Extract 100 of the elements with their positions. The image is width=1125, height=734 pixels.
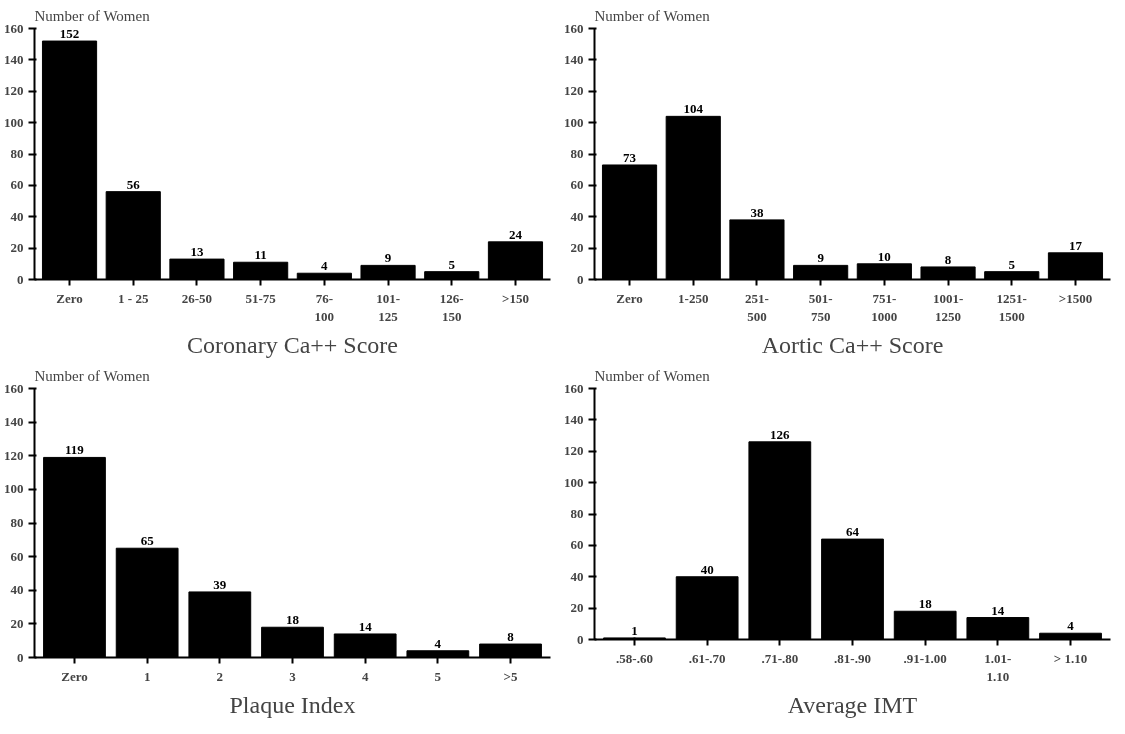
x-tick-label: 126- 150 bbox=[439, 290, 464, 324]
x-tick-label: .58-.60 bbox=[616, 650, 653, 666]
y-tick-label: 140 bbox=[564, 411, 584, 427]
data-label: 11 bbox=[254, 247, 267, 263]
y-tick-label: 60 bbox=[10, 548, 24, 564]
y-tick-label: 20 bbox=[570, 600, 584, 616]
data-label: 14 bbox=[991, 602, 1005, 618]
x-tick-label: >5 bbox=[503, 668, 518, 684]
x-tick-label: >150 bbox=[502, 290, 529, 306]
data-label: 24 bbox=[508, 226, 523, 242]
data-label: 14 bbox=[358, 618, 373, 634]
y-tick-label: 40 bbox=[570, 568, 584, 584]
x-tick-label: 251- 500 bbox=[745, 290, 769, 324]
x-tick-label: 101- 125 bbox=[376, 290, 400, 324]
data-label: 8 bbox=[507, 629, 515, 645]
x-tick-label: 4 bbox=[361, 668, 369, 684]
x-tick-label: Zero bbox=[61, 668, 88, 684]
data-label: 4 bbox=[1067, 618, 1075, 634]
data-label: 8 bbox=[944, 251, 952, 267]
x-tick-label: .91-1.00 bbox=[903, 650, 947, 666]
x-tick-label: >1500 bbox=[1058, 290, 1093, 306]
x-tick-label: .61-.70 bbox=[688, 650, 726, 666]
y-tick-label: 140 bbox=[4, 51, 24, 67]
y-tick-label: 120 bbox=[4, 447, 24, 463]
data-label: 4 bbox=[321, 258, 329, 274]
data-label: 1 bbox=[631, 622, 638, 638]
x-tick-label: 1.01- 1.10 bbox=[984, 650, 1012, 684]
y-tick-label: 40 bbox=[10, 208, 24, 224]
y-tick-label: 140 bbox=[4, 414, 24, 430]
y-tick-label: 0 bbox=[577, 631, 584, 647]
data-label: 38 bbox=[750, 204, 764, 220]
y-tick-label: 0 bbox=[577, 271, 584, 287]
x-tick-label: 501- 750 bbox=[808, 290, 833, 324]
y-tick-label: 100 bbox=[564, 474, 584, 490]
y-axis-title: Number of Women bbox=[594, 7, 711, 24]
y-tick-label: 120 bbox=[564, 443, 584, 459]
x-tick-label: Zero bbox=[616, 290, 643, 306]
x-tick-label: 76- 100 bbox=[314, 290, 335, 324]
y-tick-label: 120 bbox=[564, 83, 584, 99]
x-tick-label: 3 bbox=[289, 668, 297, 684]
x-tick-label: 5 bbox=[434, 668, 442, 684]
x-tick-label: 1001- 1250 bbox=[932, 290, 964, 324]
data-label: 17 bbox=[1068, 237, 1083, 253]
data-label: 10 bbox=[877, 248, 891, 264]
y-tick-label: 40 bbox=[10, 582, 24, 598]
y-tick-label: 100 bbox=[564, 114, 584, 130]
x-tick-label: 1 bbox=[143, 668, 151, 684]
data-label: 119 bbox=[65, 442, 85, 458]
y-tick-label: 160 bbox=[4, 380, 24, 396]
x-axis-title: Plaque Index bbox=[229, 691, 356, 718]
x-tick-label: 2 bbox=[216, 668, 224, 684]
data-label: 18 bbox=[286, 612, 300, 628]
data-label: 18 bbox=[918, 596, 933, 612]
y-tick-label: 140 bbox=[564, 51, 584, 67]
y-tick-label: 20 bbox=[10, 240, 24, 256]
data-label: 64 bbox=[846, 524, 860, 540]
data-label: 5 bbox=[448, 256, 456, 272]
x-tick-label: 1251- 1500 bbox=[996, 290, 1027, 324]
y-tick-label: 40 bbox=[570, 208, 584, 224]
x-axis-title: Coronary Ca++ Score bbox=[186, 331, 399, 358]
data-label: 56 bbox=[126, 176, 141, 192]
y-tick-label: 0 bbox=[17, 271, 24, 287]
x-axis-title: Aortic Ca++ Score bbox=[761, 331, 944, 358]
data-label: 4 bbox=[434, 635, 442, 651]
y-tick-label: 60 bbox=[570, 537, 584, 553]
x-tick-label: .81-.90 bbox=[834, 650, 871, 666]
y-tick-label: 120 bbox=[4, 83, 24, 99]
y-tick-label: 80 bbox=[10, 146, 24, 161]
x-tick-label: .71-.80 bbox=[761, 650, 799, 666]
y-tick-label: 100 bbox=[4, 114, 24, 130]
data-label: 65 bbox=[140, 533, 155, 549]
y-tick-label: 160 bbox=[564, 20, 584, 36]
data-label: 104 bbox=[683, 101, 704, 117]
y-axis-title: Number of Women bbox=[34, 7, 151, 24]
x-tick-label: 51-75 bbox=[245, 290, 277, 306]
y-tick-label: 160 bbox=[4, 20, 24, 36]
data-label: 73 bbox=[623, 149, 637, 165]
x-tick-label: Zero bbox=[56, 290, 83, 306]
data-label: 13 bbox=[190, 244, 204, 260]
y-tick-label: 160 bbox=[564, 380, 584, 396]
data-label: 126 bbox=[770, 426, 791, 442]
x-tick-label: 1-250 bbox=[678, 290, 709, 306]
x-axis-title: Average IMT bbox=[787, 691, 918, 718]
y-axis-title: Number of Women bbox=[34, 367, 151, 384]
data-label: 5 bbox=[1008, 256, 1016, 272]
y-axis-title: Number of Women bbox=[594, 367, 711, 384]
x-tick-label: 26-50 bbox=[181, 290, 213, 306]
x-tick-label: 751- 1000 bbox=[871, 290, 898, 324]
y-tick-label: 60 bbox=[10, 177, 24, 193]
y-tick-label: 20 bbox=[10, 615, 24, 631]
data-label: 9 bbox=[384, 250, 392, 266]
data-label: 9 bbox=[817, 250, 825, 266]
y-tick-label: 80 bbox=[570, 146, 584, 161]
data-label: 152 bbox=[59, 26, 80, 42]
y-tick-label: 20 bbox=[570, 240, 584, 256]
y-tick-label: 80 bbox=[10, 515, 24, 530]
data-label: 39 bbox=[213, 576, 227, 592]
y-tick-label: 80 bbox=[570, 506, 584, 521]
data-label: 40 bbox=[700, 561, 714, 577]
y-tick-label: 0 bbox=[17, 649, 24, 665]
